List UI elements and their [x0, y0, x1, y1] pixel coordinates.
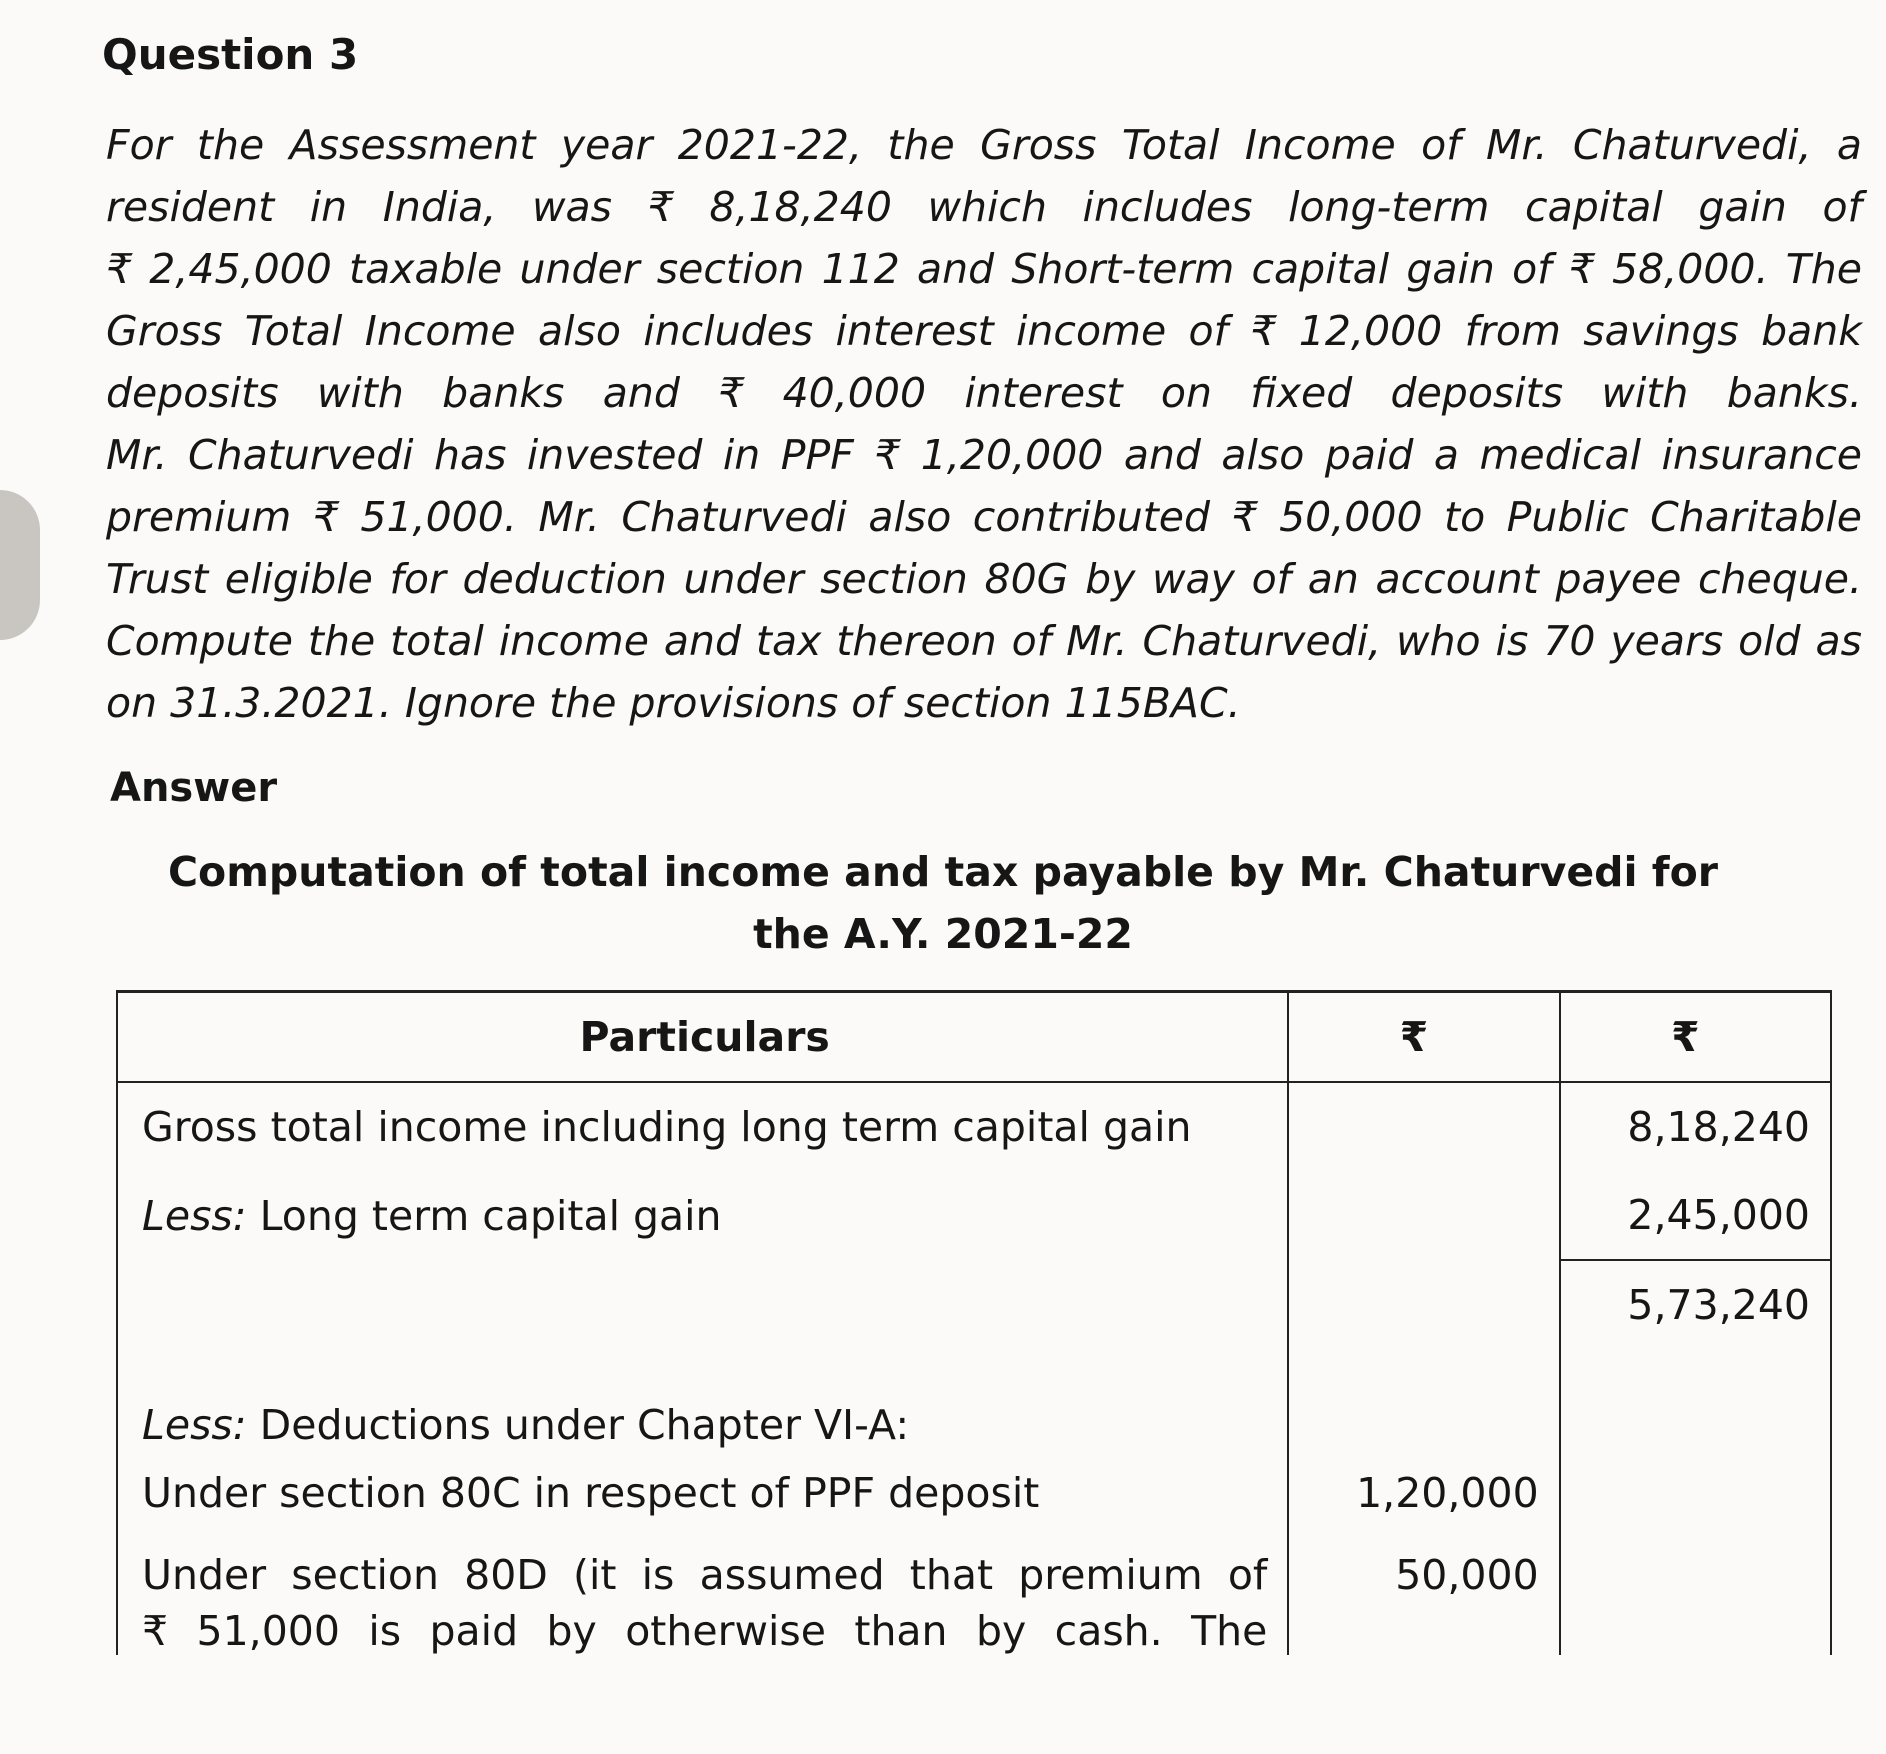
row-text-line-2: ₹ 51,000 is paid by otherwise than by ca… — [142, 1607, 1268, 1655]
row-col2 — [1287, 1260, 1561, 1349]
question-line: resident in India, was ₹ 8,18,240 which … — [106, 183, 1862, 231]
row-text: Gross total income including long term c… — [142, 1103, 1192, 1151]
question-line: premium ₹ 51,000. Mr. Chaturvedi also co… — [106, 493, 1862, 541]
row-col2: 50,000 — [1287, 1537, 1561, 1655]
row-col2 — [1287, 1171, 1561, 1260]
page-edge-shadow — [0, 490, 40, 640]
question-line: on 31.3.2021. Ignore the provisions of s… — [106, 679, 1241, 727]
table-title: Computation of total income and tax paya… — [167, 848, 1719, 896]
table-title-line-2: the A.Y. 2021-22 — [753, 910, 1133, 958]
header-rupee-2: ₹ — [1558, 990, 1833, 1083]
question-line: Compute the total income and tax thereon… — [106, 617, 1862, 665]
question-line: Gross Total Income also includes interes… — [106, 307, 1862, 355]
question-title: Question 3 — [102, 30, 359, 79]
table-header-row: Particulars ₹ ₹ — [115, 990, 1833, 1083]
row-col3 — [1558, 1537, 1833, 1655]
question-line: Trust eligible for deduction under secti… — [106, 555, 1862, 603]
table-row: Less: Long term capital gain 2,45,000 — [115, 1171, 1833, 1261]
header-particulars: Particulars — [115, 990, 1290, 1083]
row-text: Long term capital gain — [246, 1191, 722, 1240]
question-line: Mr. Chaturvedi has invested in PPF ₹ 1,2… — [106, 431, 1862, 479]
table-row: Less: Deductions under Chapter VI-A: — [115, 1349, 1833, 1449]
row-text: Under section 80C in respect of PPF depo… — [142, 1469, 1040, 1517]
table-row: Under section 80D (it is assumed that pr… — [115, 1537, 1833, 1655]
row-col3: 2,45,000 — [1558, 1171, 1833, 1261]
row-col3 — [1558, 1449, 1833, 1537]
question-line: ₹ 2,45,000 taxable under section 112 and… — [106, 245, 1862, 293]
answer-label: Answer — [110, 765, 278, 811]
table-row: 5,73,240 — [115, 1260, 1833, 1349]
header-rupee-1: ₹ — [1287, 990, 1561, 1083]
table-row: Under section 80C in respect of PPF depo… — [115, 1449, 1833, 1537]
row-text: Under section 80D (it is assumed that pr… — [142, 1551, 1268, 1599]
row-text: Deductions under Chapter VI-A: — [246, 1401, 910, 1449]
row-col3: 5,73,240 — [1558, 1260, 1833, 1349]
row-col2 — [1287, 1349, 1561, 1449]
table-row: Gross total income including long term c… — [115, 1082, 1833, 1171]
less-label: Less: — [142, 1401, 247, 1449]
row-col2: 1,20,000 — [1287, 1449, 1561, 1537]
row-col3: 8,18,240 — [1558, 1082, 1833, 1171]
row-col3 — [1558, 1349, 1833, 1449]
less-label: Less: — [142, 1191, 247, 1240]
computation-table: Particulars ₹ ₹ Gross total income inclu… — [115, 990, 1833, 1655]
question-line: deposits with banks and ₹ 40,000 interes… — [106, 369, 1862, 417]
row-col2 — [1287, 1082, 1561, 1171]
question-line: For the Assessment year 2021-22, the Gro… — [106, 121, 1862, 169]
